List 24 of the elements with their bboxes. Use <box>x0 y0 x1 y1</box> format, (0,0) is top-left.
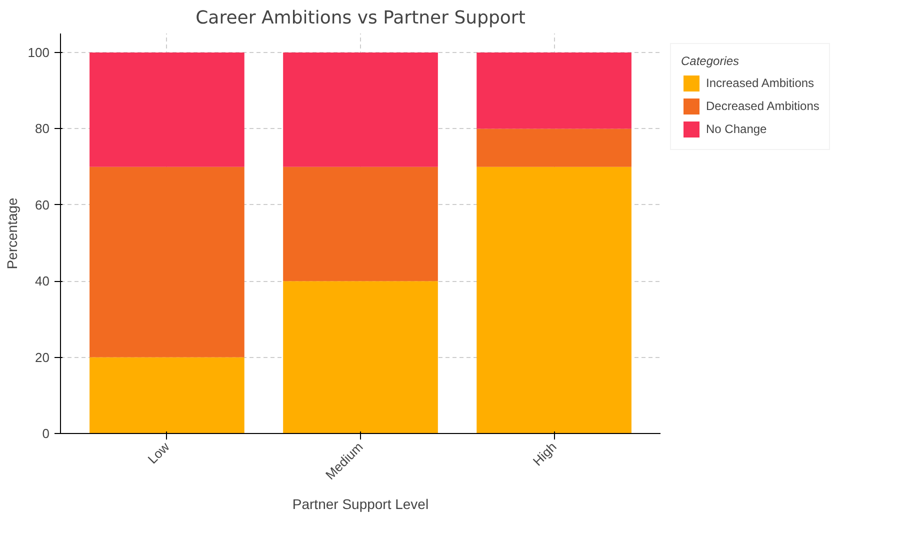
bar <box>476 166 632 434</box>
legend-label: Decreased Ambitions <box>706 99 820 113</box>
x-tick-label: Low <box>144 438 173 467</box>
bar <box>90 166 244 358</box>
y-axis-title: Percentage <box>4 197 20 270</box>
y-tick-label: 60 <box>35 197 50 212</box>
legend-label: No Change <box>706 122 767 136</box>
chart-title: Career Ambitions vs Partner Support <box>196 8 526 28</box>
x-axis-title: Partner Support Level <box>292 496 429 512</box>
bar <box>476 128 632 167</box>
x-tick-label: High <box>530 439 560 469</box>
bar <box>90 52 244 167</box>
y-tick-label: 0 <box>42 426 50 441</box>
y-tick-label: 20 <box>35 350 50 365</box>
bar <box>283 166 438 282</box>
legend-label: Increased Ambitions <box>706 76 814 90</box>
y-tick-label: 100 <box>28 45 50 60</box>
bar <box>283 281 438 434</box>
bar <box>283 52 438 167</box>
legend-title: Categories <box>681 54 740 68</box>
y-tick-label: 80 <box>35 121 50 136</box>
bar <box>476 52 632 129</box>
bar <box>90 357 244 434</box>
y-tick-label: 40 <box>35 274 50 289</box>
